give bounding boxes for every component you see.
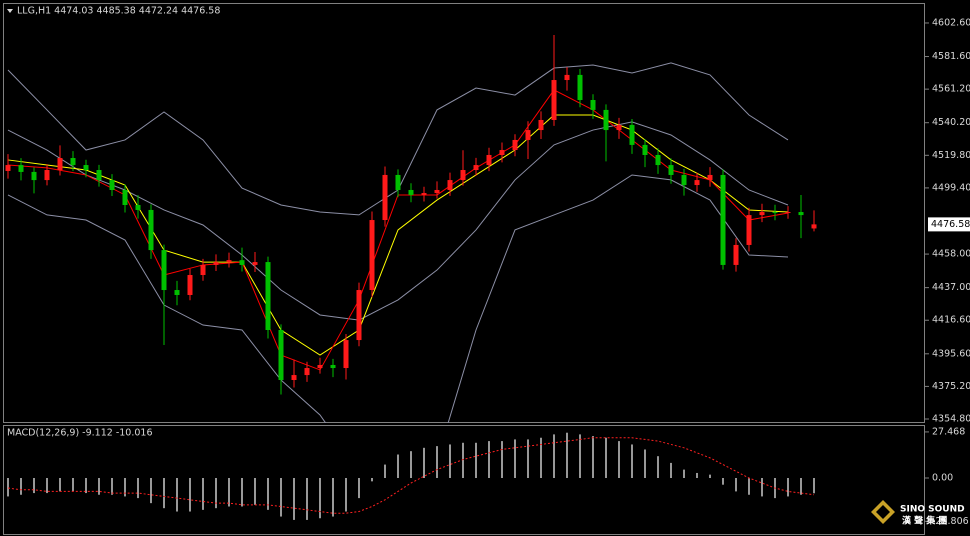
candle-body [5,165,11,171]
chart-title: LLG,H1 4474.03 4485.38 4472.24 4476.58 [17,6,220,17]
signal-line [7,437,815,514]
candle-body [629,124,635,145]
y-tick-label: 4499.40 [932,182,970,193]
candle-body [720,174,726,265]
macd-title: MACD(12,26,9) -9.112 -10.016 [7,428,152,439]
candle-body [109,180,115,190]
candle-body [317,364,323,369]
y2-tick-label: -25.806 [932,516,969,527]
candle-body [538,119,544,131]
candle-body [577,74,583,101]
candle-body [590,100,596,110]
candle-body [603,109,609,131]
candle-body [759,212,765,216]
indicator-line [7,174,789,423]
main-plot [5,34,817,423]
candle-body [330,364,336,369]
candle-body [122,189,128,206]
candle-body [447,180,453,190]
logo-mark-inner [876,505,890,519]
candle-body [135,205,141,210]
candle-body [200,264,206,276]
candle-body [96,170,102,181]
candle-body [785,212,791,214]
candle-body [408,189,414,195]
main-panel-frame [3,3,925,423]
candle-body [356,290,362,341]
candle-body [187,275,193,295]
candle-body [707,174,713,181]
candle-body [174,290,180,295]
candle-body [343,340,349,369]
candle-body [265,262,271,330]
candle-body [616,124,622,131]
candle-body [83,165,89,171]
candle-body [486,154,492,166]
last-price-box [928,217,970,232]
candle-body [148,209,154,251]
candle-body [18,165,24,172]
candle-body [213,262,219,265]
y2-tick-label: 27.468 [932,426,965,437]
logo: SINO SOUND 漢 聲 集 團 [871,500,965,527]
dropdown-icon[interactable] [7,9,13,13]
candle-body [551,80,557,120]
logo-text-cn: 漢 聲 集 團 [902,515,947,527]
y-tick-label: 4375.20 [932,381,970,392]
candle-body [681,174,687,186]
candle-body [161,250,167,291]
candle-body [525,130,531,140]
candle-body [31,171,37,181]
y-tick-label: 4540.20 [932,117,970,128]
y-tick-label: 4395.60 [932,348,970,359]
candle-body [655,154,661,166]
candle-body [239,260,245,265]
candle-body [434,189,440,194]
candle-body [382,174,388,221]
macd-panel-frame [3,425,925,535]
candle-body [421,193,427,195]
candle-body [564,74,570,81]
last-price-label: 4476.58 [931,219,970,230]
logo-text: SINO SOUND [900,505,965,515]
y-tick-label: 4519.80 [932,150,970,161]
candle-body [811,224,817,229]
candle-body [226,260,232,263]
candle-body [733,244,739,265]
candle-body [304,368,310,376]
y2-tick-label: 0.00 [932,472,953,483]
candle-body [70,158,76,166]
candle-body [694,180,700,186]
y-tick-label: 4602.60 [932,17,970,28]
candle-body [512,139,518,151]
candle-body [369,220,375,291]
y-tick-label: 4458.00 [932,249,970,260]
candle-body [746,215,752,245]
candle-body [798,212,804,216]
y-tick-label: 4437.00 [932,282,970,293]
macd-plot [7,432,815,520]
candle-body [642,144,648,155]
y-tick-label: 4581.60 [932,51,970,62]
candle-body [44,170,50,181]
y-tick-label: 4416.60 [932,315,970,326]
candle-body [499,150,505,155]
candle-body [291,375,297,381]
candle-body [473,165,479,171]
candle-body [252,262,258,265]
candle-body [395,174,401,190]
y-tick-label: 4354.80 [932,414,970,425]
candle-body [460,170,466,181]
axes: 4602.60 4581.60 4561.20 4540.20 4519.80 4499.… [925,17,970,527]
candle-body [57,158,63,171]
y-tick-label: 4561.20 [932,84,970,95]
candle-body [278,329,284,381]
candle-body [772,212,778,214]
candle-body [668,165,674,175]
